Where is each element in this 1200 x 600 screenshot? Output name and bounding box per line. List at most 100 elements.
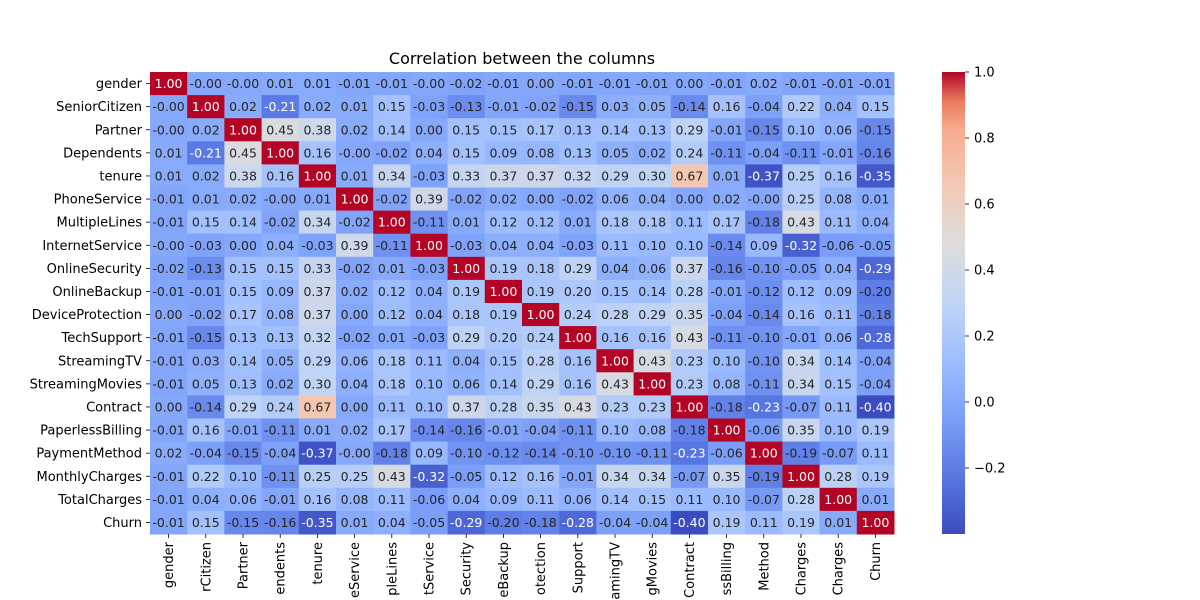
heatmap-cell	[261, 72, 300, 96]
cell-value-label: 0.22	[787, 99, 815, 114]
cell-value-label: -0.00	[152, 122, 184, 137]
cell-value-label: 0.34	[787, 376, 815, 391]
cell-value-label: -0.05	[413, 515, 445, 530]
heatmap-cell	[522, 95, 560, 119]
cell-value-label: 1.00	[489, 284, 517, 299]
heatmap-cell	[819, 72, 858, 96]
cell-value-label: -0.02	[376, 145, 408, 160]
heatmap-cell	[150, 441, 188, 466]
heatmap-cell	[708, 256, 746, 281]
heatmap-cell	[261, 279, 300, 304]
cell-value-label: -0.05	[450, 469, 482, 484]
heatmap-cell	[187, 72, 225, 96]
cell-value-label: -0.00	[413, 76, 445, 91]
cell-value-label: 1.00	[638, 376, 666, 391]
heatmap-cell	[224, 256, 263, 281]
heatmap-cell	[856, 118, 895, 142]
heatmap-cell	[856, 164, 895, 188]
cell-value-label: 0.12	[527, 215, 555, 230]
cell-value-label: 0.16	[303, 145, 331, 160]
cell-value-label: 0.37	[303, 307, 331, 322]
y-tick-label: InternetService	[42, 239, 142, 254]
heatmap-cell	[224, 349, 263, 373]
cell-value-label: -0.19	[748, 469, 780, 484]
cell-value-label: -0.01	[264, 492, 296, 507]
heatmap-cell	[559, 464, 597, 489]
cell-value-label: 0.14	[229, 215, 257, 230]
heatmap-cell	[522, 510, 560, 535]
heatmap-cell	[150, 210, 188, 235]
cell-value-label: -0.06	[822, 238, 854, 253]
heatmap-cell	[745, 441, 783, 466]
heatmap-cell	[298, 72, 337, 96]
cell-value-label: 0.15	[452, 122, 480, 137]
heatmap-cell	[819, 418, 858, 443]
colorbar-tick-label: 1.0	[974, 66, 995, 81]
heatmap-cell	[150, 187, 188, 212]
cell-value-label: -0.28	[859, 330, 891, 345]
heatmap-cell	[522, 326, 560, 350]
cell-value-label: 0.20	[489, 330, 517, 345]
heatmap-cell	[819, 303, 858, 327]
cell-value-label: -0.02	[338, 330, 370, 345]
heatmap-cell	[596, 256, 635, 281]
heatmap-cell	[745, 279, 783, 304]
heatmap-cell	[522, 349, 560, 373]
cell-value-label: 0.29	[303, 353, 331, 368]
cell-value-label: -0.01	[152, 192, 184, 207]
heatmap-cell	[261, 510, 300, 535]
cell-value-label: -0.01	[636, 76, 668, 91]
heatmap-cell	[373, 141, 411, 165]
cell-value-label: 0.12	[489, 215, 517, 230]
heatmap-cell	[484, 141, 523, 165]
cell-value-label: -0.03	[413, 330, 445, 345]
cell-value-label: -0.01	[859, 76, 891, 91]
cell-value-label: 0.05	[266, 353, 294, 368]
cell-value-label: 0.19	[787, 515, 815, 530]
heatmap-cell	[819, 141, 858, 165]
heatmap-cell	[150, 464, 188, 489]
heatmap-cell	[150, 372, 188, 396]
cell-value-label: 0.37	[452, 399, 480, 414]
heatmap-cell	[782, 233, 821, 258]
heatmap-cell	[596, 141, 635, 165]
heatmap-cell	[559, 418, 597, 443]
heatmap-cell	[633, 395, 672, 419]
colorbar-tick-label: 0.0	[974, 396, 995, 411]
x-tick-label: rCitizen	[199, 542, 214, 592]
heatmap-cell	[708, 349, 746, 373]
heatmap-cell	[782, 418, 821, 443]
cell-value-label: -0.37	[301, 446, 333, 461]
cell-value-label: 0.45	[266, 122, 294, 137]
heatmap-cell	[336, 464, 374, 489]
heatmap-cell	[410, 141, 449, 165]
heatmap-cell	[373, 95, 411, 119]
cell-value-label: 0.15	[192, 515, 220, 530]
heatmap-cell	[670, 349, 709, 373]
cell-value-label: -0.01	[785, 330, 817, 345]
cell-value-label: -0.01	[152, 423, 184, 438]
y-tick-label: Partner	[95, 123, 143, 138]
cell-value-label: 0.06	[452, 376, 480, 391]
heatmap-cell	[522, 372, 560, 396]
cell-value-label: 0.15	[601, 284, 629, 299]
heatmap-cell	[373, 510, 411, 535]
cell-value-label: 0.18	[452, 307, 480, 322]
cell-value-label: -0.12	[748, 284, 780, 299]
cell-value-label: -0.04	[710, 307, 742, 322]
heatmap-cell	[522, 303, 560, 327]
cell-value-label: 0.01	[303, 423, 331, 438]
cell-value-label: -0.01	[487, 99, 519, 114]
x-tick-label: Partner	[237, 541, 252, 589]
cell-value-label: 0.28	[601, 307, 629, 322]
colorbar-tick-label: 0.6	[974, 198, 995, 213]
cell-value-label: 0.06	[341, 353, 369, 368]
heatmap-cell	[745, 187, 783, 212]
heatmap-cell	[187, 395, 225, 419]
heatmap-cell	[224, 303, 263, 327]
heatmap-cell	[373, 441, 411, 466]
x-tick-label: Support	[571, 542, 586, 593]
cell-value-label: 0.22	[192, 469, 220, 484]
heatmap-cell	[410, 418, 449, 443]
colorbar-tick-label: 0.4	[974, 264, 995, 279]
